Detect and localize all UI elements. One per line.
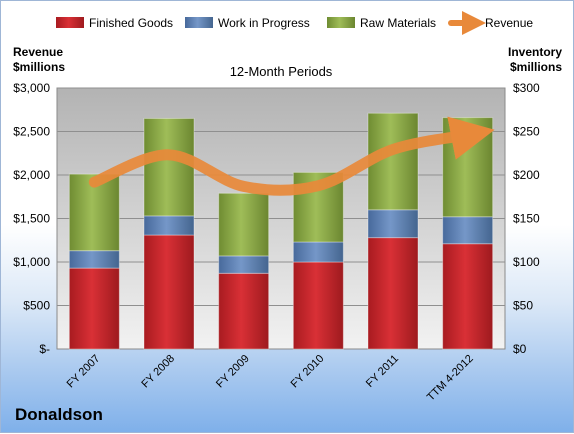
bar-raw-materials-fy-2007 [68, 173, 120, 252]
bar-work-in-progress-fy-2010 [292, 241, 344, 263]
bar-raw-materials-fy-2008 [143, 117, 195, 217]
legend-item-raw-materials: Raw Materials [327, 16, 436, 30]
legend-label-revenue: Revenue [485, 16, 533, 30]
chart-title: 12-Month Periods [230, 64, 333, 79]
right-axis-ticks: $0 $50 $100 $150 $200 $250 $300 [513, 81, 540, 356]
legend-swatch-finished-goods [56, 17, 84, 28]
left-axis-label-line2: $millions [13, 60, 65, 74]
bar-finished-goods-fy-2007 [68, 267, 120, 350]
bar-work-in-progress-ttm-4-2012 [442, 216, 494, 245]
bar-finished-goods-fy-2008 [143, 234, 195, 350]
bar-work-in-progress-fy-2008 [143, 215, 195, 236]
legend: Finished Goods Work in Progress Raw Mate… [56, 11, 533, 35]
revenue-line [88, 116, 495, 196]
bar-work-in-progress-fy-2007 [68, 250, 120, 269]
x-tick-label-fy-2007: FY 2007 [65, 353, 103, 391]
left-axis-label-line1: Revenue [13, 45, 63, 59]
left-tick-label: $1,000 [13, 255, 50, 269]
bar-finished-goods-fy-2010 [292, 261, 344, 350]
legend-label-raw-materials: Raw Materials [360, 16, 436, 30]
left-tick-label: $2,500 [13, 125, 50, 139]
bar-finished-goods-fy-2009 [218, 272, 270, 350]
right-tick-label: $200 [513, 168, 540, 182]
left-tick-label: $2,000 [13, 168, 50, 182]
legend-item-work-in-progress: Work in Progress [185, 16, 310, 30]
bar-finished-goods-ttm-4-2012 [442, 243, 494, 350]
legend-item-revenue: Revenue [448, 11, 533, 35]
left-tick-label: $3,000 [13, 81, 50, 95]
right-tick-label: $50 [513, 299, 533, 313]
legend-swatch-raw-materials [327, 17, 355, 28]
company-name: Donaldson [15, 405, 103, 424]
bar-raw-materials-fy-2009 [218, 192, 270, 257]
gridlines [57, 87, 505, 306]
legend-label-finished-goods: Finished Goods [89, 16, 173, 30]
left-tick-label: $1,500 [13, 212, 50, 226]
right-tick-label: $0 [513, 342, 527, 356]
right-tick-label: $300 [513, 81, 540, 95]
bar-finished-goods-fy-2011 [367, 237, 419, 350]
x-tick-label-fy-2009: FY 2009 [214, 353, 252, 391]
legend-label-work-in-progress: Work in Progress [218, 16, 310, 30]
left-tick-label: $500 [23, 299, 50, 313]
right-axis-label-line1: Inventory [508, 45, 562, 59]
x-axis-labels: FY 2007 FY 2008 FY 2009 FY 2010 FY 2011 TTM 4… [65, 353, 476, 404]
left-tick-label: $- [39, 342, 50, 356]
bar-work-in-progress-fy-2011 [367, 209, 419, 239]
legend-swatch-work-in-progress [185, 17, 213, 28]
x-tick-label-ttm-4-2012: TTM 4-2012 [425, 353, 476, 404]
bar-work-in-progress-fy-2009 [218, 255, 270, 274]
right-tick-label: $150 [513, 212, 540, 226]
legend-item-finished-goods: Finished Goods [56, 16, 173, 30]
revenue-series-line [88, 116, 495, 196]
x-tick-label-fy-2011: FY 2011 [364, 353, 401, 390]
right-tick-label: $100 [513, 255, 540, 269]
right-axis-label-line2: $millions [510, 60, 562, 74]
x-tick-label-fy-2010: FY 2010 [289, 353, 327, 391]
right-tick-label: $250 [513, 125, 540, 139]
left-axis-ticks: $- $500 $1,000 $1,500 $2,000 $2,500 $3,000 [13, 81, 50, 356]
stacked-bars [68, 112, 494, 350]
x-tick-label-fy-2008: FY 2008 [139, 353, 177, 391]
